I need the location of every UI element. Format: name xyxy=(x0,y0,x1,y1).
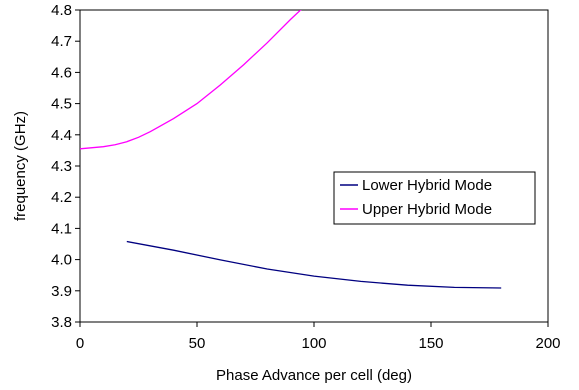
legend-label-0: Lower Hybrid Mode xyxy=(362,177,492,194)
series-layer xyxy=(80,10,502,289)
x-axis-title: Phase Advance per cell (deg) xyxy=(216,367,412,384)
y-tick-label: 4.4 xyxy=(51,127,72,144)
legend-box xyxy=(333,171,536,225)
y-tick-label: 4.3 xyxy=(51,158,72,175)
y-tick-label: 3.8 xyxy=(51,314,72,331)
y-axis: 3.8 3.9 4.0 4.1 4.2 4.3 4.4 4.5 4.6 4.7 4.8 xyxy=(51,2,80,331)
series-line-0 xyxy=(126,240,502,289)
x-tick-label: 100 xyxy=(301,335,326,352)
y-tick-label: 4.1 xyxy=(51,220,72,237)
plot-area xyxy=(79,9,549,323)
y-tick-label: 4.0 xyxy=(51,252,72,269)
x-axis: 0 50 100 150 200 xyxy=(76,322,561,352)
x-tick-label: 200 xyxy=(535,335,560,352)
x-tick-label: 150 xyxy=(418,335,443,352)
y-tick-label: 4.2 xyxy=(51,189,72,206)
y-axis-title: frequency (GHz) xyxy=(12,111,29,221)
y-tick-label: 4.8 xyxy=(51,2,72,19)
y-tick-label: 4.5 xyxy=(51,96,72,113)
series-line-1 xyxy=(80,10,302,150)
legend-label-1: Upper Hybrid Mode xyxy=(362,201,492,218)
y-tick-label: 4.6 xyxy=(51,64,72,81)
legend: Lower Hybrid Mode Upper Hybrid Mode xyxy=(333,171,536,225)
x-tick-label: 0 xyxy=(76,335,84,352)
x-tick-label: 50 xyxy=(189,335,206,352)
y-tick-label: 4.7 xyxy=(51,33,72,50)
y-tick-label: 3.9 xyxy=(51,283,72,300)
